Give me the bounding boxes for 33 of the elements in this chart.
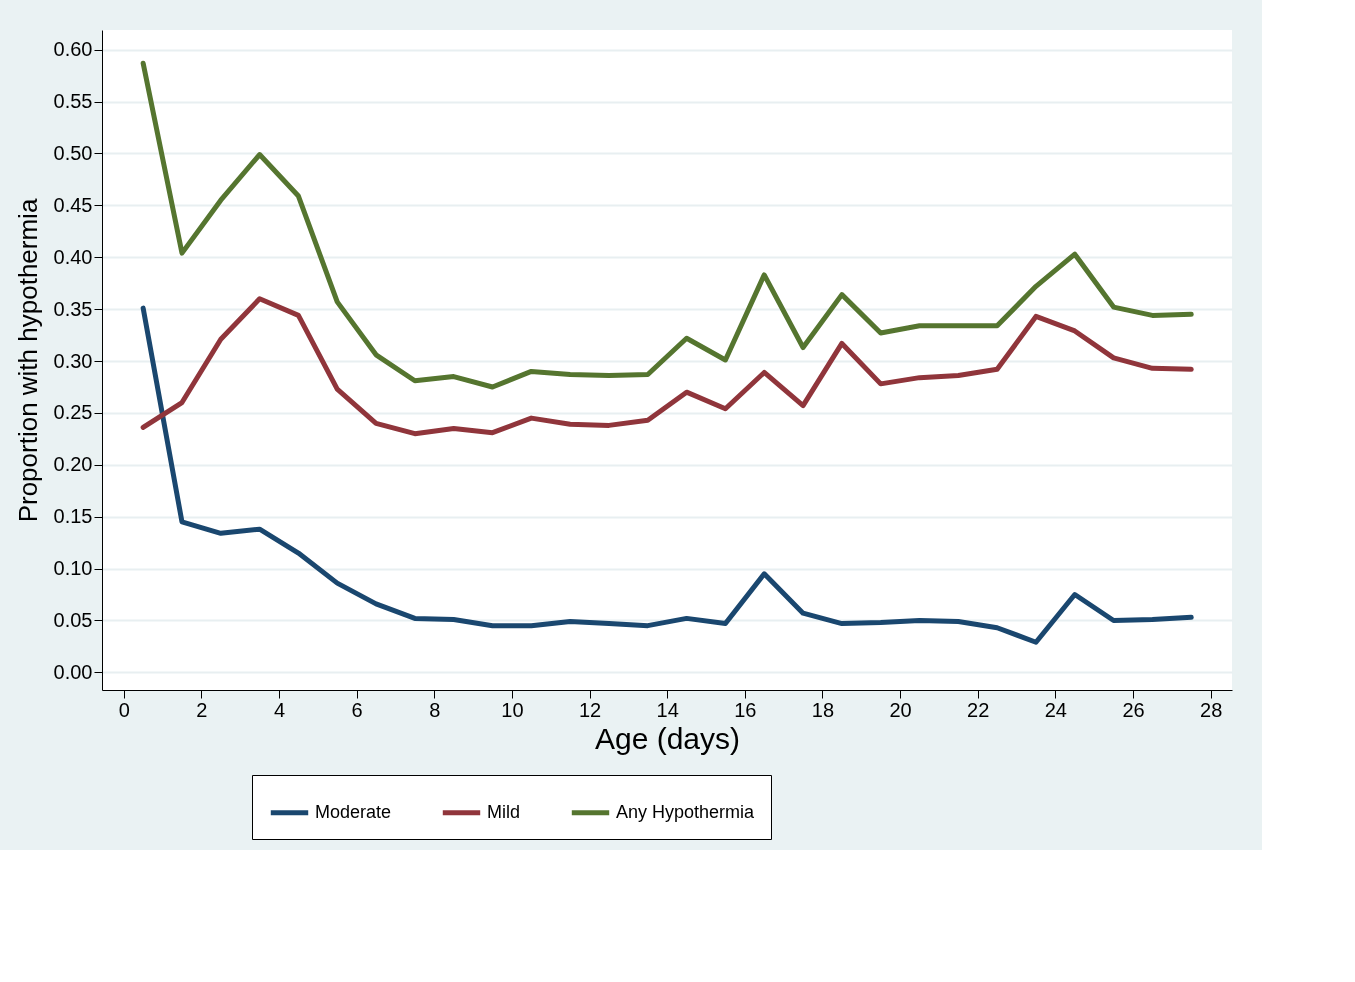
legend-label: Moderate	[315, 801, 392, 822]
y-tick-label: 0.50	[53, 141, 93, 164]
y-tick-label: 0.05	[53, 608, 93, 631]
legend-label: Mild	[487, 801, 521, 822]
y-tick-label: 0.15	[53, 505, 93, 528]
x-tick-label: 18	[811, 698, 835, 721]
y-tick-label: 0.10	[53, 557, 93, 580]
y-tick-label: 0.30	[53, 349, 93, 372]
x-tick-label: 16	[734, 698, 757, 721]
x-tick-label: 24	[1044, 698, 1067, 721]
x-tick-label: 2	[196, 698, 208, 721]
x-tick-label: 10	[501, 698, 524, 721]
x-tick-label: 22	[967, 698, 990, 721]
x-tick-label: 4	[273, 698, 286, 721]
y-tick-label: 0.60	[53, 38, 93, 61]
x-tick-label: 14	[656, 698, 679, 721]
x-tick-label: 12	[578, 698, 602, 721]
x-tick-label: 20	[889, 698, 912, 721]
x-tick-label: 0	[118, 698, 130, 721]
x-tick-label: 8	[429, 698, 441, 721]
y-tick-label: 0.45	[53, 193, 93, 216]
x-tick-label: 6	[351, 698, 363, 721]
x-tick-label: 26	[1122, 698, 1145, 721]
x-tick-label: 28	[1200, 698, 1223, 721]
x-axis-title: Age (days)	[594, 721, 741, 755]
y-tick-label: 0.35	[53, 297, 93, 320]
y-tick-label: 0.25	[53, 401, 93, 424]
legend-label: Any Hypothermia	[616, 801, 756, 822]
y-tick-label: 0.55	[53, 90, 93, 113]
y-axis-title: Proportion with hypothermia	[12, 198, 43, 523]
y-tick-label: 0.00	[53, 660, 93, 683]
y-tick-label: 0.20	[53, 453, 93, 476]
y-tick-label: 0.40	[53, 245, 93, 268]
